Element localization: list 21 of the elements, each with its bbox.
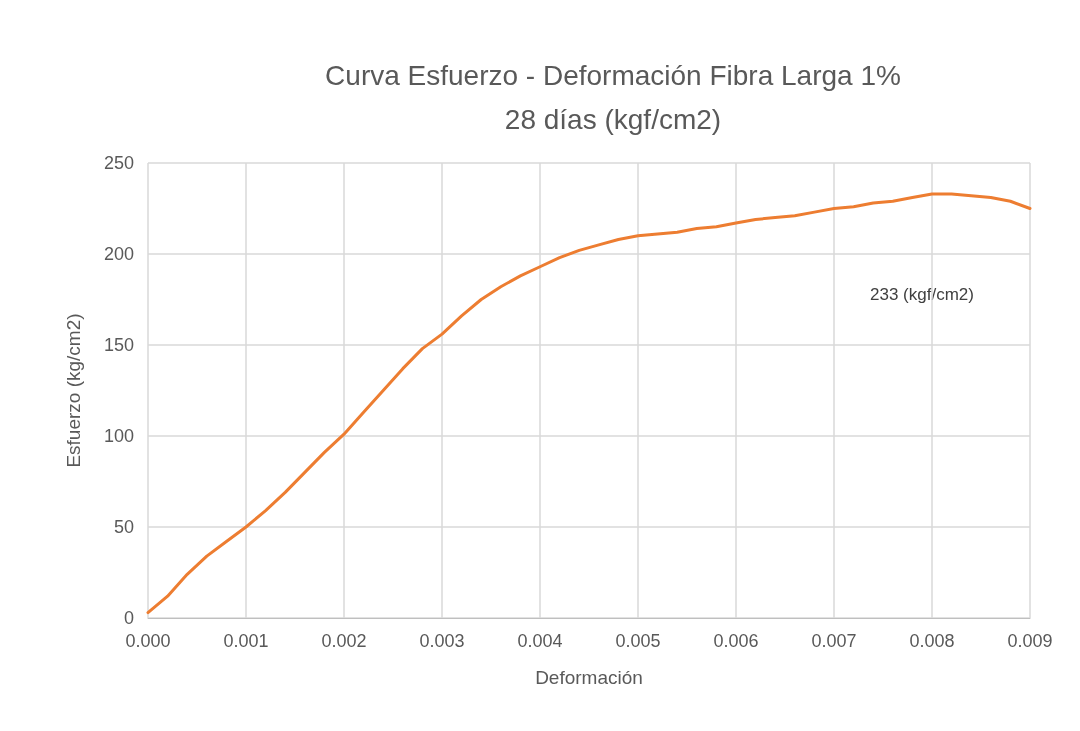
chart-title: Curva Esfuerzo - Deformación Fibra Larga 1% 28 días (kgf/cm2) [325, 59, 901, 135]
y-tick-label: 0 [123, 608, 134, 628]
x-tick-label: 0.009 [1007, 631, 1053, 651]
x-axis-title: Deformación [535, 667, 643, 688]
x-tick-label: 0.002 [321, 631, 367, 651]
y-tick-label: 150 [103, 335, 134, 355]
x-tick-label: 0.001 [223, 631, 269, 651]
y-tick-label: 100 [103, 426, 134, 446]
x-tick-label: 0.007 [811, 631, 857, 651]
y-tick-label: 200 [103, 244, 134, 264]
line-series [146, 192, 1032, 615]
y-axis-title: Esfuerzo (kg/cm2) [63, 313, 84, 468]
y-tick-label: 250 [103, 153, 134, 173]
x-tick-label: 0.003 [419, 631, 465, 651]
x-tick-label: 0.006 [713, 631, 759, 651]
annotation: 233 (kgf/cm2) [870, 285, 974, 304]
y-tick-label: 50 [113, 517, 134, 537]
x-tick-label: 0.000 [125, 631, 171, 651]
x-tick-label: 0.004 [517, 631, 563, 651]
x-tick-label: 0.005 [615, 631, 661, 651]
x-tick-label: 0.008 [909, 631, 955, 651]
